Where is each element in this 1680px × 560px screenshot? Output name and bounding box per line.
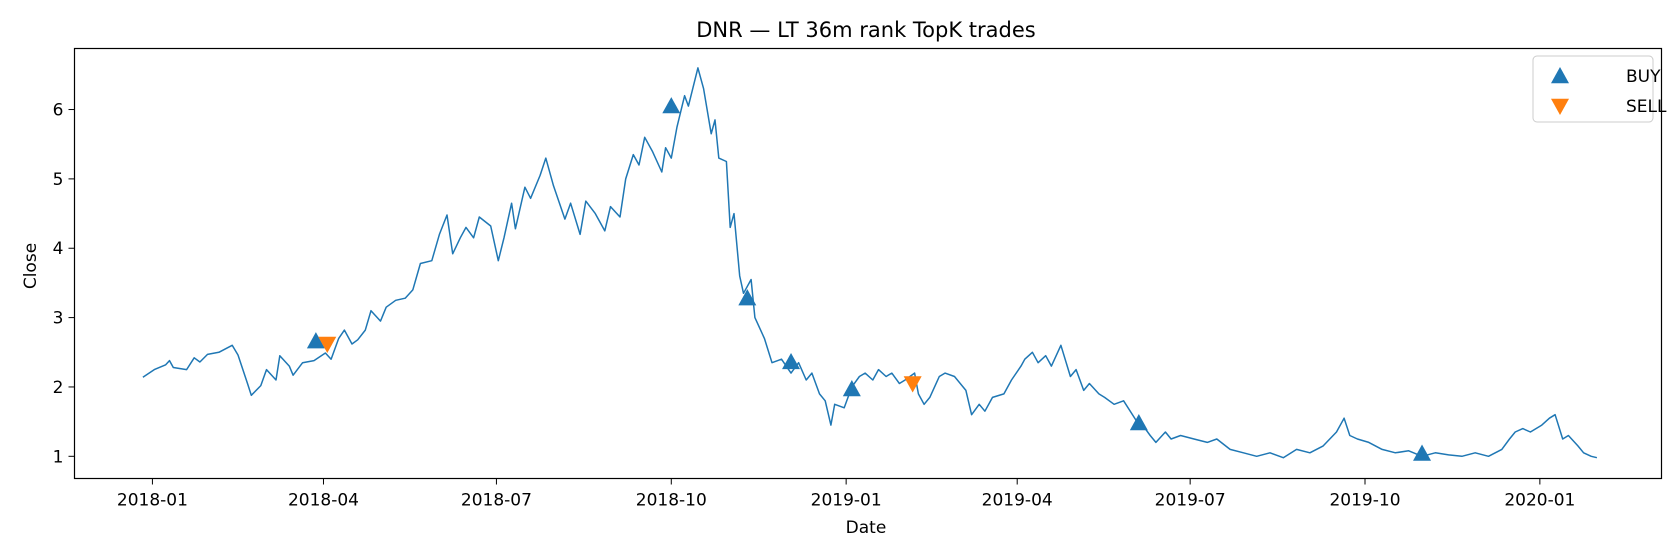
x-tick-label: 2018-04: [288, 491, 359, 511]
x-tick-label: 2019-10: [1329, 491, 1400, 511]
buy-marker: [738, 289, 757, 306]
close-price-line: [142, 67, 1598, 459]
x-tick-label: 2019-07: [1155, 491, 1226, 511]
x-axis: 2018-01 2018-04 2018-07 2018-10 2019-01 2019-…: [117, 478, 1575, 511]
buy-marker: [842, 380, 861, 397]
x-axis-label: Date: [846, 518, 887, 538]
plot-frame: [73, 47, 1663, 480]
legend-buy-marker: [1551, 67, 1569, 84]
x-tick-label: 2019-01: [811, 491, 882, 511]
sell-marker: [318, 336, 337, 353]
legend: BUY SELL: [1532, 55, 1667, 123]
buy-marker: [662, 97, 681, 114]
buy-marker: [1129, 414, 1148, 431]
y-tick-label: 3: [53, 309, 64, 329]
y-tick-label: 5: [53, 170, 64, 190]
x-tick-label: 2018-07: [461, 491, 532, 511]
y-axis: 1 2 3 4 5 6: [53, 101, 75, 467]
trade-markers: [306, 97, 1432, 461]
y-tick-label: 1: [53, 447, 64, 467]
legend-sell-label: SELL: [1626, 97, 1667, 117]
buy-marker: [782, 352, 801, 370]
y-axis-label: Close: [21, 243, 41, 289]
legend-sell-marker: [1551, 98, 1569, 115]
buy-marker: [306, 332, 325, 349]
y-tick-label: 4: [53, 239, 64, 259]
x-tick-label: 2018-01: [117, 491, 188, 511]
x-tick-label: 2018-10: [636, 491, 707, 511]
y-tick-label: 2: [53, 378, 64, 398]
x-tick-label: 2020-01: [1504, 491, 1575, 511]
sell-marker: [903, 376, 922, 393]
y-tick-label: 6: [53, 101, 64, 121]
buy-marker: [1413, 444, 1432, 461]
x-tick-label: 2019-04: [982, 491, 1053, 511]
legend-buy-label: BUY: [1626, 67, 1661, 87]
chart-title: DNR — LT 36m rank TopK trades: [696, 18, 1035, 42]
